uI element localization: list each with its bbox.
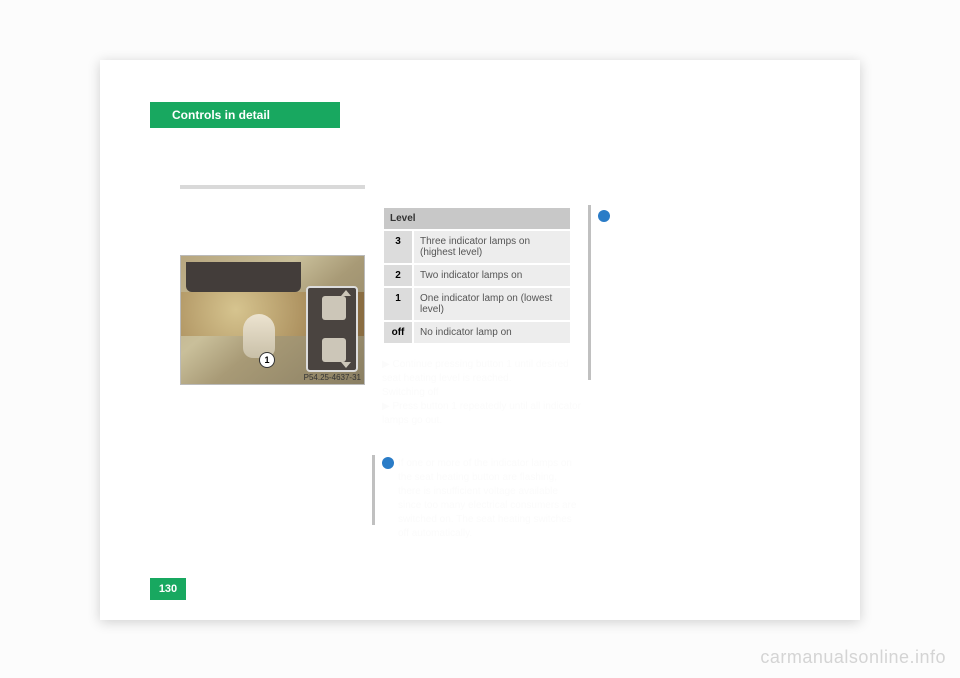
tip-text: If left on, the seat heating automatical… — [616, 314, 806, 356]
table-row: off No indicator lamp on — [383, 321, 571, 344]
table-row: 1 One indicator lamp on (lowest level) — [383, 287, 571, 321]
tip-text: The seat heater will switch back on agai… — [616, 210, 806, 252]
switching-off-heading: Switching off — [382, 386, 582, 400]
switching-on-heading: Switching on — [180, 465, 365, 479]
heated-seats-heading: Heated seats* — [180, 195, 365, 209]
image-ref-number: P54.25-4637-31 — [304, 373, 361, 382]
level-key: off — [383, 321, 413, 344]
level-val: Two indicator lamps on — [413, 264, 571, 287]
chevron-down-icon — [341, 362, 351, 368]
col2-step: ▶ Continue pressing button 1 until desir… — [382, 358, 582, 386]
tip-text: If left on, the seat heating automatical… — [616, 262, 806, 304]
level-key: 2 — [383, 264, 413, 287]
watermark: carmanualsonline.info — [760, 647, 946, 668]
level-key: 1 — [383, 287, 413, 321]
col1-p: Red indicator lamps in the button show t… — [180, 409, 365, 437]
tip-text: If one or more of the indicator lamps on… — [398, 457, 578, 541]
seat-vent-icon — [322, 338, 346, 362]
col1-result: Three red indicator lamps in the button … — [180, 521, 365, 549]
col3-tip: The seat heater will switch back on agai… — [616, 210, 806, 356]
callout-1-legend: 1 Seat heating — [180, 395, 365, 409]
col1-p: The seat heater switches on with the las… — [180, 437, 365, 465]
col2-tip: If one or more of the indicator lamps on… — [398, 457, 578, 541]
section-tab: Controls in detail — [150, 102, 340, 128]
callout-1-badge: 1 — [259, 352, 275, 368]
seat-heat-icon — [322, 296, 346, 320]
intro-text: The buttons are located in the center co… — [180, 214, 365, 241]
dashboard-dark-panel — [186, 262, 301, 292]
tip-sidebar — [588, 205, 591, 380]
section-subtitle: Seats — [185, 130, 213, 142]
level-table-header: Level — [383, 207, 571, 230]
table-row: 3 Three indicator lamps on (highest leve… — [383, 230, 571, 264]
info-icon — [382, 457, 394, 469]
level-val: Three indicator lamps on (highest level) — [413, 230, 571, 264]
col1-body: 1 Seat heating Red indicator lamps in th… — [180, 395, 365, 549]
col1-step: ▶ Turn the SmartKey in the starter switc… — [180, 479, 365, 507]
level-key: 3 — [383, 230, 413, 264]
col1-step: ▶ Press button 1 in direction of arrow. — [180, 507, 365, 521]
tip-sidebar — [372, 455, 375, 525]
level-val: No indicator lamp on — [413, 321, 571, 344]
level-table: Level 3 Three indicator lamps on (highes… — [382, 206, 572, 345]
table-row: 2 Two indicator lamps on — [383, 264, 571, 287]
page-number: 130 — [150, 578, 186, 600]
gear-knob — [243, 314, 275, 358]
col2-body: ▶ Continue pressing button 1 until desir… — [382, 358, 582, 428]
col2-step: ▶ Press button 1 repeatedly until all in… — [382, 400, 582, 428]
seat-heater-switch-inset — [306, 286, 358, 372]
info-icon — [598, 210, 610, 222]
manual-page: Controls in detail Seats Heated seats* T… — [100, 60, 860, 620]
level-val: One indicator lamp on (lowest level) — [413, 287, 571, 321]
seat-heater-photo: 1 P54.25-4637-31 — [180, 255, 365, 385]
col1-intro: Heated seats* The buttons are located in… — [180, 195, 365, 246]
heading-rule — [180, 185, 365, 189]
